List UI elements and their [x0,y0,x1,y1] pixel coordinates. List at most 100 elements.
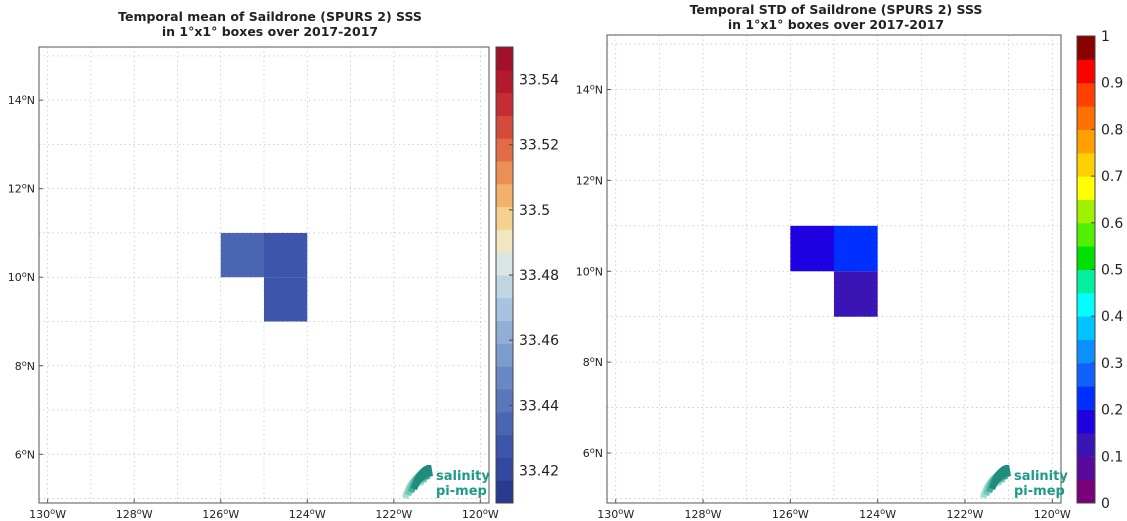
colorbar-segment [1077,409,1095,434]
colorbar-segment [496,480,513,504]
colorbar-tick-label: 0.3 [1101,356,1123,372]
x-tick-label: 124oW [859,506,896,521]
y-tick-label: 12oN [8,181,35,196]
colorbar-tick-label: 33.52 [519,138,559,154]
chart-title-line2: in 1°x1° boxes over 2017-2017 [727,17,945,32]
colorbar-segment [496,434,513,458]
colorbar-segment [1077,106,1095,130]
colorbar-tick-label: 33.54 [519,73,559,89]
x-tick-label: 120oW [1034,506,1071,521]
plot-frame [606,34,1062,504]
data-cell [264,277,308,322]
y-tick-label: 6oN [583,445,603,460]
colorbar-tick-label: 33.46 [519,333,559,349]
colorbar-tick-label: 33.48 [519,268,559,284]
data-cell [834,225,878,272]
grid [607,35,1061,503]
colorbar-segment [496,183,513,208]
std-sss-map: 130oW 128oW 126oW 124oW 122oW 120oW 6oN 8oN 10oN… [576,29,1124,521]
data-cell [790,225,834,272]
y-tick-label: 10oN [576,263,603,278]
plot-frame [38,46,490,504]
colorbar-segment [1077,129,1095,154]
x-tick-label: 130oW [29,506,66,521]
colorbar-tick-label: 0 [1101,496,1110,512]
colorbar-segment [496,389,513,413]
colorbar-segment [496,92,513,116]
colorbar-tick-label: 0.2 [1101,403,1123,419]
colorbar-segment [496,275,513,299]
colorbar-segment [1077,479,1095,504]
colorbar-tick-label: 0.9 [1101,76,1123,92]
colorbar-segment [496,47,513,71]
colorbar-segment [496,297,513,322]
colorbar-segment [1077,432,1095,457]
colorbar-tick-label: 33.44 [519,398,559,414]
y-tick-label: 12oN [576,172,603,187]
chart-title: Temporal mean of Saildrone (SPURS 2) SSS… [40,9,500,39]
colorbar-segment [1077,176,1095,200]
colorbar-tick-label: 33.5 [519,203,550,219]
colorbar-tick-label: 1 [1101,29,1110,45]
colorbar-segment [1077,456,1095,481]
colorbar-segment [496,343,513,367]
mean-sss-panel: Temporal mean of Saildrone (SPURS 2) SSS… [0,0,560,521]
data-cell [264,232,308,278]
colorbar-segment [496,206,513,230]
colorbar-segment [1077,316,1095,341]
y-tick-label: 10oN [8,269,35,284]
y-tick-label: 6oN [15,446,35,461]
colorbar-segment [1077,199,1095,224]
colorbar-tick-label: 33.42 [519,463,559,479]
std-sss-panel: Temporal STD of Saildrone (SPURS 2) SSS … [566,0,1127,521]
x-tick-label: 124oW [289,506,326,521]
colorbar-segment [496,411,513,436]
x-tick-label: 128oW [685,506,722,521]
colorbar [1076,35,1096,504]
colorbar-segment [1077,59,1095,84]
colorbar-segment [1077,36,1095,60]
y-tick-label: 8oN [583,354,603,369]
colorbar-segment [1077,152,1095,177]
colorbar-segment [496,320,513,344]
chart-title-line1: Temporal STD of Saildrone (SPURS 2) SSS [689,2,983,17]
colorbar-segment [496,366,513,390]
chart-title-line2: in 1°x1° boxes over 2017-2017 [161,24,379,39]
colorbar-segment [1077,362,1095,387]
colorbar-segment [496,457,513,481]
x-tick-label: 122oW [946,506,983,521]
colorbar-segment [1077,82,1095,107]
x-tick-label: 130oW [597,506,634,521]
salinity-pimep-logo: salinity pi-mep [400,464,490,509]
y-tick-label: 8oN [15,358,35,373]
data-cell [220,232,264,278]
y-tick-label: 14oN [8,92,35,107]
chart-title: Temporal STD of Saildrone (SPURS 2) SSS … [606,2,1066,32]
chart-title-line1: Temporal mean of Saildrone (SPURS 2) SSS [118,9,422,24]
colorbar-segment [1077,339,1095,364]
colorbar-segment [1077,269,1095,294]
colorbar [495,46,514,504]
colorbar-tick-label: 0.8 [1101,122,1123,138]
colorbar-segment [496,229,513,253]
colorbar-segment [496,252,513,276]
colorbar-segment [1077,222,1095,247]
colorbar-tick-label: 0.6 [1101,216,1123,232]
colorbar-tick-label: 0.1 [1101,449,1123,465]
x-tick-label: 126oW [772,506,809,521]
colorbar-segment [496,115,513,139]
colorbar-tick-label: 0.7 [1101,169,1123,185]
colorbar-tick-label: 0.5 [1101,263,1123,279]
colorbar-segment [496,161,513,185]
logo-text-line2: pi-mep [436,484,487,499]
y-tick-label: 14oN [576,82,603,97]
colorbar-segment [496,69,513,94]
colorbar-segment [1077,292,1095,317]
logo-text-line1: salinity [436,469,490,484]
colorbar-segment [496,138,513,162]
colorbar-segment [1077,246,1095,270]
data-cell [834,271,878,317]
salinity-pimep-logo: salinity pi-mep [978,464,1068,509]
